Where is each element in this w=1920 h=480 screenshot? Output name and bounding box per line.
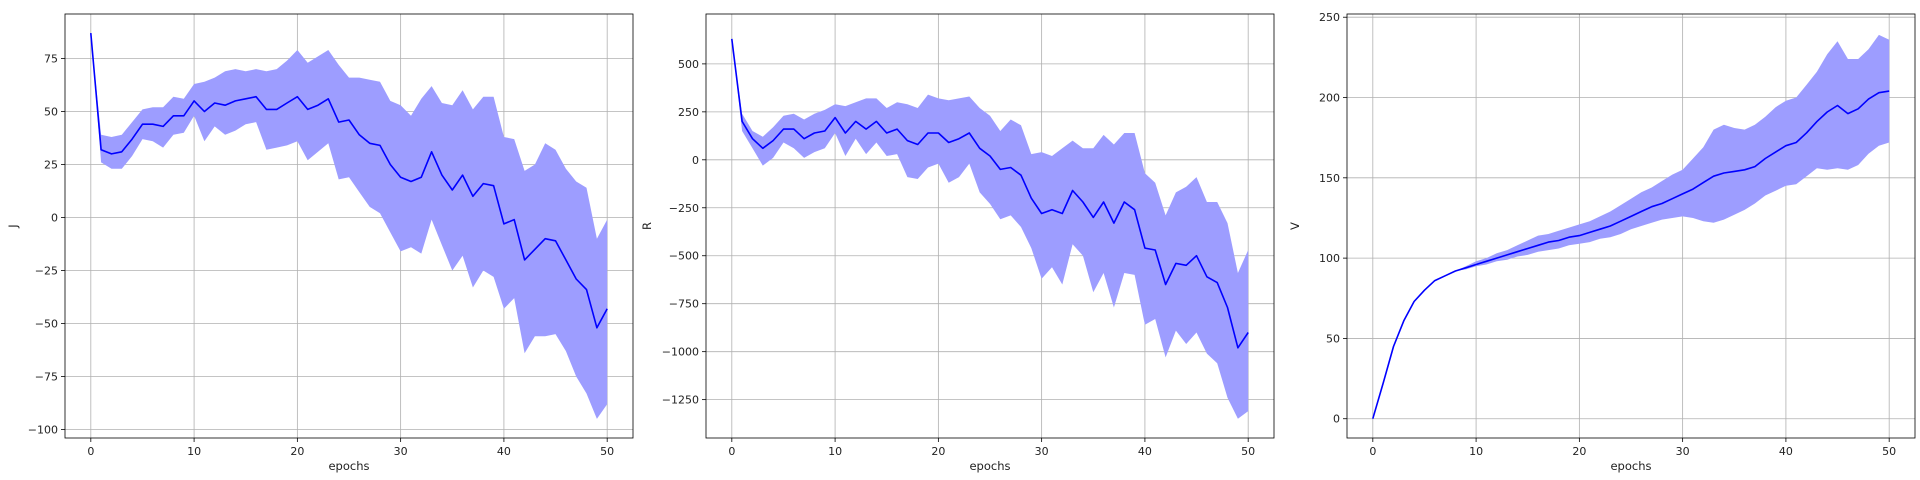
mean-line: [1372, 90, 1890, 419]
x-tick-label: 20: [1572, 445, 1586, 458]
y-tick-label: −1000: [662, 346, 699, 359]
y-axis-label: V: [1288, 222, 1302, 230]
x-tick-label: 10: [828, 445, 842, 458]
x-tick-label: 50: [1241, 445, 1255, 458]
x-tick-label: 10: [1469, 445, 1483, 458]
x-tick-label: 0: [87, 445, 94, 458]
y-tick-label: −1250: [662, 394, 699, 407]
x-tick-label: 0: [1369, 445, 1376, 458]
x-axis-label: epochs: [1610, 459, 1651, 473]
x-axis-label: epochs: [328, 459, 369, 473]
y-tick-label: 500: [678, 58, 699, 71]
y-tick-label: 200: [1319, 92, 1340, 105]
y-tick-label: −750: [669, 298, 699, 311]
y-tick-label: −25: [35, 265, 58, 278]
y-tick-label: 150: [1319, 172, 1340, 185]
x-tick-label: 50: [1882, 445, 1896, 458]
std-band: [1372, 34, 1890, 419]
axes-frame: [1346, 13, 1916, 439]
y-tick-label: 25: [44, 159, 58, 172]
y-tick-label: 50: [1326, 332, 1340, 345]
chart-panel-j: 0 10 20 30 40 50 −100 −75 −50 −25 0 25 50 75 epochs J: [6, 13, 634, 473]
chart-panel-v: 0 10 20 30 40 50 0 50 100 150 200 250 epochs V: [1288, 11, 1916, 473]
x-tick-label: 40: [1779, 445, 1793, 458]
x-tick-label: 30: [1676, 445, 1690, 458]
x-tick-label: 20: [290, 445, 304, 458]
x-tick-label: 30: [1035, 445, 1049, 458]
y-tick-label: 250: [678, 106, 699, 119]
std-band: [90, 33, 608, 419]
axes-frame: [64, 13, 634, 439]
std-band: [731, 38, 1249, 419]
x-tick-label: 10: [187, 445, 201, 458]
x-tick-label: 40: [497, 445, 511, 458]
y-tick-label: 250: [1319, 11, 1340, 24]
y-tick-label: 50: [44, 106, 58, 119]
y-tick-label: −75: [35, 371, 58, 384]
y-tick-label: 100: [1319, 252, 1340, 265]
axes-frame: [705, 13, 1275, 439]
y-tick-label: 0: [51, 212, 58, 225]
y-tick-label: −250: [669, 202, 699, 215]
mean-line: [90, 33, 608, 329]
y-tick-label: −500: [669, 250, 699, 263]
mean-line: [731, 38, 1249, 349]
x-tick-label: 20: [931, 445, 945, 458]
x-tick-label: 0: [728, 445, 735, 458]
y-axis-label: R: [640, 222, 654, 230]
y-axis-label: J: [6, 224, 20, 228]
y-tick-label: −50: [35, 318, 58, 331]
x-tick-label: 30: [394, 445, 408, 458]
chart-panel-r: 0 10 20 30 40 50 −1250 −1000 −750 −500 −250 0 250 500…: [640, 13, 1275, 473]
y-tick-label: 75: [44, 53, 58, 66]
y-tick-label: 0: [692, 154, 699, 167]
x-tick-label: 50: [600, 445, 614, 458]
y-tick-label: −100: [28, 424, 58, 437]
y-tick-label: 0: [1333, 413, 1340, 426]
x-axis-label: epochs: [969, 459, 1010, 473]
x-tick-label: 40: [1138, 445, 1152, 458]
